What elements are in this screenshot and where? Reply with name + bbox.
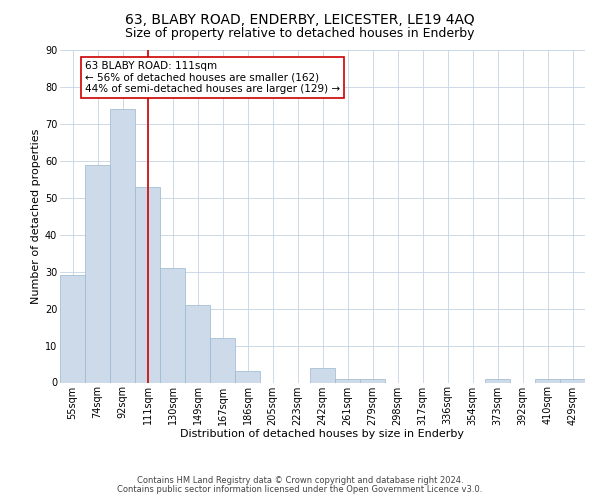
Text: 63 BLABY ROAD: 111sqm
← 56% of detached houses are smaller (162)
44% of semi-det: 63 BLABY ROAD: 111sqm ← 56% of detached … (85, 61, 340, 94)
Bar (160, 268, 185, 382)
Bar (235, 372, 260, 382)
Bar (560, 379, 585, 382)
Text: Size of property relative to detached houses in Enderby: Size of property relative to detached ho… (125, 28, 475, 40)
Bar (85, 164, 110, 382)
X-axis label: Distribution of detached houses by size in Enderby: Distribution of detached houses by size … (181, 429, 464, 439)
Bar (185, 305, 210, 382)
Bar (535, 379, 560, 382)
Bar (210, 338, 235, 382)
Y-axis label: Number of detached properties: Number of detached properties (31, 128, 41, 304)
Bar (335, 379, 360, 382)
Bar (135, 186, 160, 382)
Bar (485, 379, 510, 382)
Bar (110, 109, 135, 382)
Text: 63, BLABY ROAD, ENDERBY, LEICESTER, LE19 4AQ: 63, BLABY ROAD, ENDERBY, LEICESTER, LE19… (125, 12, 475, 26)
Bar (310, 368, 335, 382)
Text: Contains HM Land Registry data © Crown copyright and database right 2024.: Contains HM Land Registry data © Crown c… (137, 476, 463, 485)
Bar (60, 276, 85, 382)
Bar (360, 379, 385, 382)
Text: Contains public sector information licensed under the Open Government Licence v3: Contains public sector information licen… (118, 485, 482, 494)
